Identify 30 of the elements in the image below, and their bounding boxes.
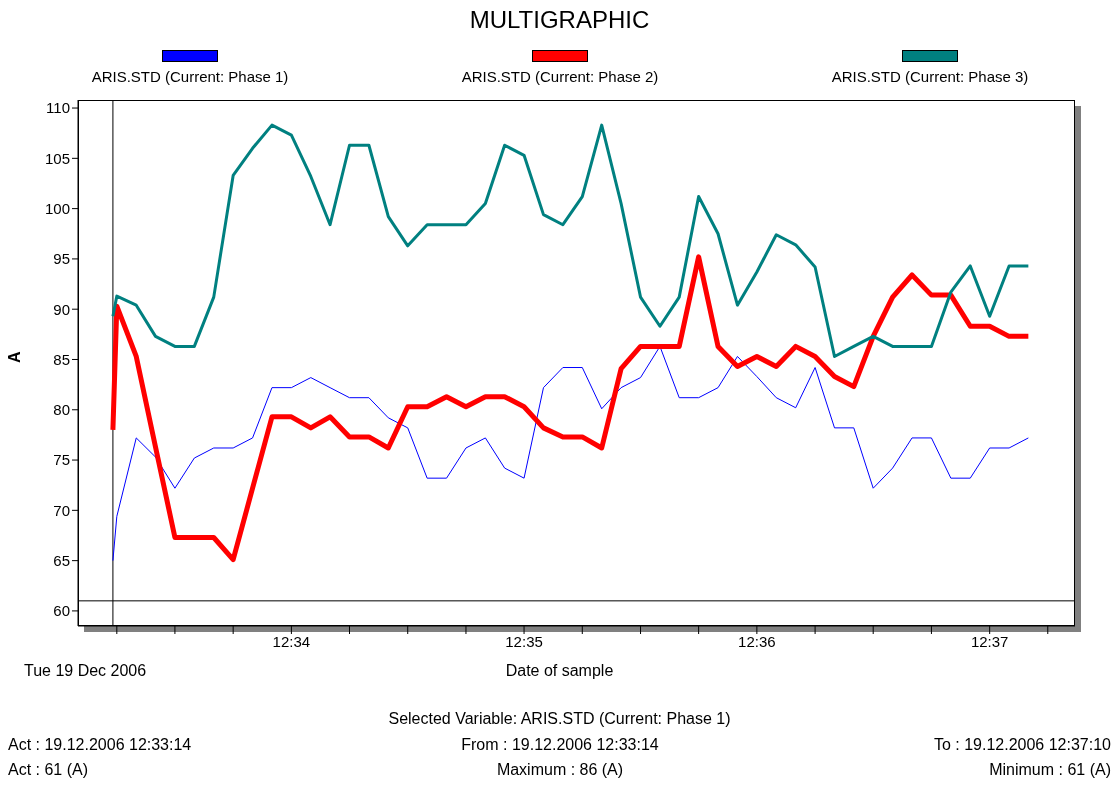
chart-title: MULTIGRAPHIC bbox=[468, 6, 651, 34]
y-tick-label: 95 bbox=[53, 250, 70, 268]
y-tick-label: 85 bbox=[53, 350, 70, 368]
x-tick-label: 12:35 bbox=[505, 632, 543, 650]
legend-label: ARIS.STD (Current: Phase 2) bbox=[461, 68, 659, 85]
text: Tue 19 Dec 2006 bbox=[24, 662, 147, 680]
y-tick-label: 90 bbox=[53, 300, 70, 318]
text: Maximum : 86 (A) bbox=[495, 761, 625, 779]
text: Act : 61 (A) bbox=[8, 761, 89, 778]
y-tick-label: 70 bbox=[53, 501, 70, 519]
y-tick-label: 110 bbox=[46, 99, 70, 117]
y-axis-title: A bbox=[5, 351, 23, 363]
legend-label: ARIS.STD (Current: Phase 1) bbox=[91, 68, 289, 85]
x-axis-title: Date of sample bbox=[505, 662, 614, 679]
x-tick-label: 12:34 bbox=[272, 632, 311, 650]
x-tick-label: 12:36 bbox=[738, 632, 776, 650]
legend-label: ARIS.STD (Current: Phase 3) bbox=[831, 68, 1029, 85]
y-tick-label: 80 bbox=[53, 401, 70, 419]
text: Selected Variable: ARIS.STD (Current: Phase 1) bbox=[387, 710, 732, 728]
text: Act : 19.12.2006 12:33:14 bbox=[8, 736, 192, 753]
y-tick-label: 100 bbox=[44, 199, 70, 217]
text: From : 19.12.2006 12:33:14 bbox=[460, 736, 660, 754]
text: Minimum : 61 (A) bbox=[989, 761, 1111, 778]
text: To : 19.12.2006 12:37:10 bbox=[933, 736, 1111, 753]
y-tick-label: 65 bbox=[53, 551, 70, 569]
x-tick-label: 12:37 bbox=[970, 632, 1009, 650]
y-tick-label: 75 bbox=[53, 451, 70, 469]
line-series bbox=[111, 123, 1030, 358]
y-tick-label: 60 bbox=[53, 602, 70, 620]
y-tick-label: 105 bbox=[44, 149, 70, 167]
